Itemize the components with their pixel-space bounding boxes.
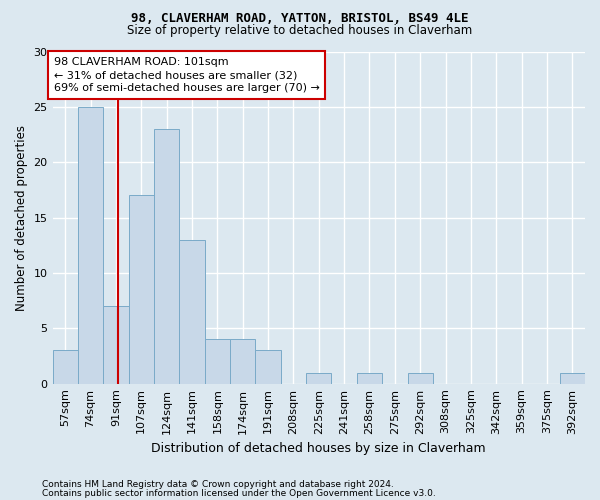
Text: 98, CLAVERHAM ROAD, YATTON, BRISTOL, BS49 4LE: 98, CLAVERHAM ROAD, YATTON, BRISTOL, BS4…: [131, 12, 469, 26]
Bar: [53, 350, 78, 384]
Bar: [407, 372, 433, 384]
Text: Contains public sector information licensed under the Open Government Licence v3: Contains public sector information licen…: [42, 489, 436, 498]
Bar: [357, 372, 382, 384]
Bar: [154, 129, 179, 384]
Text: Contains HM Land Registry data © Crown copyright and database right 2024.: Contains HM Land Registry data © Crown c…: [42, 480, 394, 489]
Text: Size of property relative to detached houses in Claverham: Size of property relative to detached ho…: [127, 24, 473, 37]
Bar: [128, 196, 154, 384]
Bar: [306, 372, 331, 384]
X-axis label: Distribution of detached houses by size in Claverham: Distribution of detached houses by size …: [151, 442, 486, 455]
Bar: [256, 350, 281, 384]
Bar: [205, 340, 230, 384]
Y-axis label: Number of detached properties: Number of detached properties: [15, 124, 28, 310]
Bar: [179, 240, 205, 384]
Text: 98 CLAVERHAM ROAD: 101sqm
← 31% of detached houses are smaller (32)
69% of semi-: 98 CLAVERHAM ROAD: 101sqm ← 31% of detac…: [54, 57, 320, 94]
Bar: [78, 107, 103, 384]
Bar: [103, 306, 128, 384]
Bar: [560, 372, 585, 384]
Bar: [230, 340, 256, 384]
